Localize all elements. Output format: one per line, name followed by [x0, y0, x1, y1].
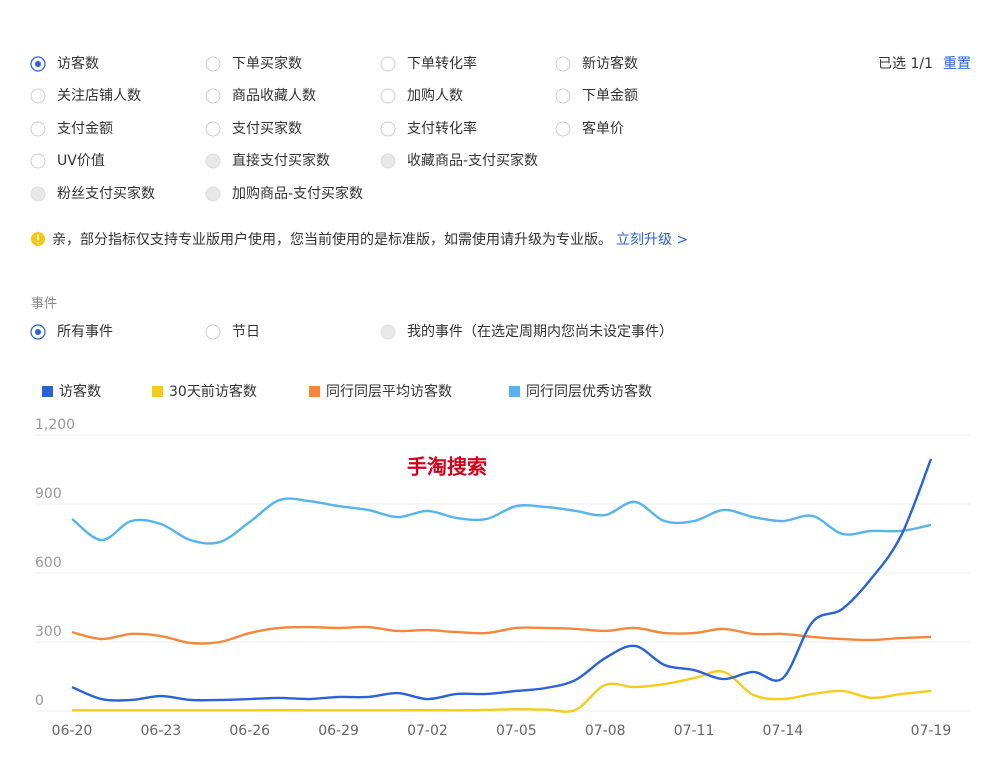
- event-label: 我的事件（在选定周期内您尚未设定事件）: [407, 323, 673, 340]
- legend-label[interactable]: 同行同层优秀访客数: [526, 383, 652, 400]
- series-line: [72, 670, 932, 713]
- metric-label[interactable]: 下单金额: [582, 88, 638, 104]
- events-label: 事件: [31, 297, 57, 312]
- metric-label: 收藏商品-支付买家数: [407, 152, 538, 169]
- radio-dot: [35, 329, 41, 335]
- y-tick-label: 1,200: [35, 417, 75, 433]
- metric-label: 粉丝支付买家数: [57, 185, 155, 202]
- radio[interactable]: [205, 121, 221, 137]
- x-tick-label: 07-08: [585, 723, 626, 739]
- metric-label[interactable]: 下单买家数: [232, 55, 302, 72]
- radio[interactable]: [205, 88, 221, 104]
- metric-label[interactable]: 关注店铺人数: [57, 88, 141, 104]
- metric-label[interactable]: 访客数: [57, 55, 99, 72]
- radio-disabled: [30, 186, 46, 202]
- y-tick-label: 600: [35, 555, 62, 571]
- metric-label[interactable]: 支付转化率: [407, 120, 477, 137]
- radio[interactable]: [555, 121, 571, 137]
- legend-label[interactable]: 30天前访客数: [169, 383, 257, 400]
- radio[interactable]: [30, 153, 46, 169]
- radio[interactable]: [555, 88, 571, 104]
- notice-icon-dot: [37, 242, 39, 244]
- reset-link[interactable]: 重置: [943, 56, 971, 72]
- series-line: [71, 458, 933, 702]
- radio-disabled: [205, 153, 221, 169]
- metric-label[interactable]: 下单转化率: [407, 55, 477, 72]
- series-line: [71, 497, 932, 545]
- legend-label[interactable]: 访客数: [59, 383, 101, 400]
- x-tick-label: 06-29: [318, 723, 359, 739]
- radio[interactable]: [555, 56, 571, 72]
- radio[interactable]: [30, 121, 46, 137]
- event-label[interactable]: 节日: [232, 324, 260, 340]
- notice-icon-mark: [37, 234, 39, 241]
- annotation: 手淘搜索: [407, 455, 487, 479]
- legend-swatch[interactable]: [152, 386, 163, 397]
- y-tick-label: 300: [35, 624, 62, 640]
- x-tick-label: 07-14: [763, 723, 804, 739]
- metric-label[interactable]: 支付买家数: [232, 120, 302, 137]
- series-line: [71, 625, 932, 645]
- x-tick-label: 06-26: [229, 723, 270, 739]
- y-tick-label: 900: [35, 486, 62, 502]
- metric-label[interactable]: 支付金额: [57, 121, 113, 137]
- x-tick-label: 07-05: [496, 723, 537, 739]
- metric-label: 直接支付买家数: [232, 152, 330, 169]
- radio[interactable]: [380, 88, 396, 104]
- radio[interactable]: [380, 56, 396, 72]
- radio[interactable]: [30, 88, 46, 104]
- y-tick-label: 0: [35, 693, 44, 709]
- x-tick-label: 06-23: [141, 723, 182, 739]
- metric-label[interactable]: UV价值: [57, 153, 105, 169]
- x-tick-label: 07-02: [407, 723, 448, 739]
- legend-swatch[interactable]: [309, 386, 320, 397]
- event-label[interactable]: 所有事件: [57, 324, 113, 340]
- radio-disabled: [380, 153, 396, 169]
- radio-disabled: [205, 186, 221, 202]
- x-tick-label: 06-20: [52, 723, 93, 739]
- x-tick-label: 07-19: [911, 723, 952, 739]
- x-tick-label: 07-11: [674, 723, 715, 739]
- upgrade-link[interactable]: 立刻升级 >: [616, 232, 688, 248]
- metric-label[interactable]: 加购人数: [407, 88, 463, 104]
- radio[interactable]: [205, 324, 221, 340]
- radio[interactable]: [205, 56, 221, 72]
- radio-disabled: [380, 324, 396, 340]
- notice-text: 亲，部分指标仅支持专业版用户使用，您当前使用的是标准版，如需使用请升级为专业版。: [52, 231, 612, 248]
- legend-label[interactable]: 同行同层平均访客数: [326, 383, 452, 400]
- selected-count: 已选 1/1: [878, 56, 933, 72]
- metric-label[interactable]: 新访客数: [582, 55, 638, 72]
- radio[interactable]: [380, 121, 396, 137]
- legend-swatch[interactable]: [42, 386, 53, 397]
- metric-label: 加购商品-支付买家数: [232, 185, 363, 202]
- metric-label[interactable]: 客单价: [582, 120, 624, 137]
- legend-swatch[interactable]: [509, 386, 520, 397]
- metric-label[interactable]: 商品收藏人数: [232, 88, 316, 104]
- radio-dot: [35, 61, 41, 67]
